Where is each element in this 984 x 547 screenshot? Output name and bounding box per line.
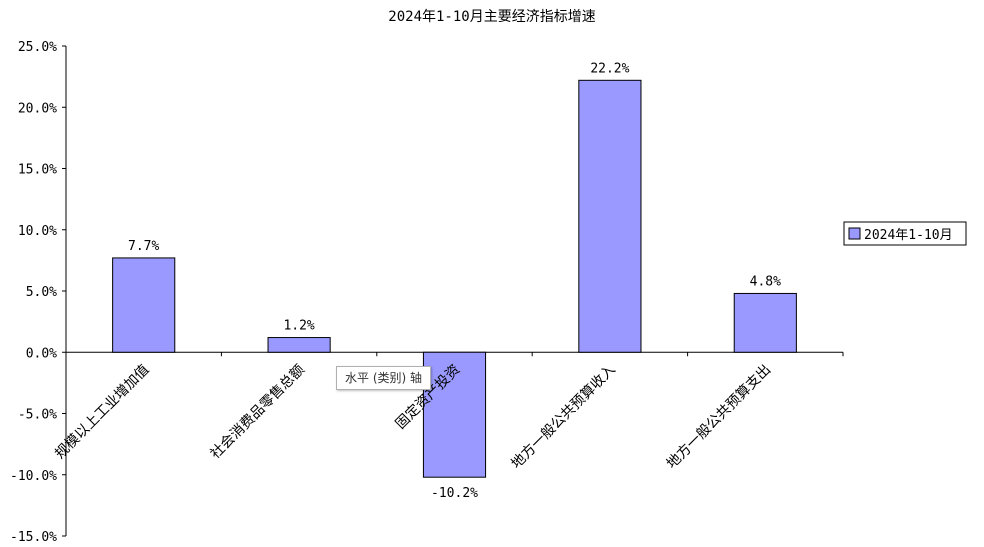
y-tick-label: -10.0% bbox=[10, 469, 57, 484]
bar bbox=[267, 337, 331, 353]
x-category-label[interactable]: 地方一般公共预算支出 bbox=[664, 362, 774, 472]
y-tick-label: 5.0% bbox=[26, 285, 57, 300]
axis-tooltip: 水平 (类别) 轴 bbox=[336, 366, 431, 390]
y-tick-label: -15.0% bbox=[10, 530, 57, 545]
x-category-label[interactable]: 规模以上工业增加值 bbox=[52, 362, 152, 462]
data-label: 1.2% bbox=[283, 319, 314, 334]
legend: 2024年1-10月 bbox=[843, 221, 967, 246]
bar bbox=[422, 351, 487, 478]
legend-label: 2024年1-10月 bbox=[864, 228, 953, 243]
data-labels: 7.7% 1.2% -10.2% 22.2% 4.8% bbox=[128, 61, 781, 501]
bar bbox=[578, 79, 642, 353]
bar bbox=[112, 257, 176, 353]
y-tick-label: -5.0% bbox=[18, 408, 57, 423]
y-tick-label: 25.0% bbox=[18, 40, 57, 55]
x-category-label[interactable]: 社会消费品零售总额 bbox=[208, 362, 308, 462]
bar bbox=[733, 292, 797, 353]
y-tick-label: 20.0% bbox=[18, 101, 57, 116]
y-tick-label: 10.0% bbox=[18, 224, 57, 239]
bars bbox=[112, 79, 797, 478]
y-tick-label: 15.0% bbox=[18, 163, 57, 178]
chart-title: 2024年1-10月主要经济指标增速 bbox=[388, 9, 595, 25]
data-label: -10.2% bbox=[431, 486, 478, 501]
y-tick-label: 0.0% bbox=[26, 346, 57, 361]
legend-box bbox=[843, 221, 967, 246]
y-tick-labels: 25.0% 20.0% 15.0% 10.0% 5.0% 0.0% -5.0% -10.0% -… bbox=[10, 40, 57, 545]
data-label: 22.2% bbox=[590, 61, 629, 76]
data-label: 7.7% bbox=[128, 239, 159, 254]
data-label: 4.8% bbox=[750, 274, 781, 289]
legend-swatch bbox=[848, 227, 861, 240]
x-category-label[interactable]: 地方一般公共预算收入 bbox=[508, 362, 618, 472]
